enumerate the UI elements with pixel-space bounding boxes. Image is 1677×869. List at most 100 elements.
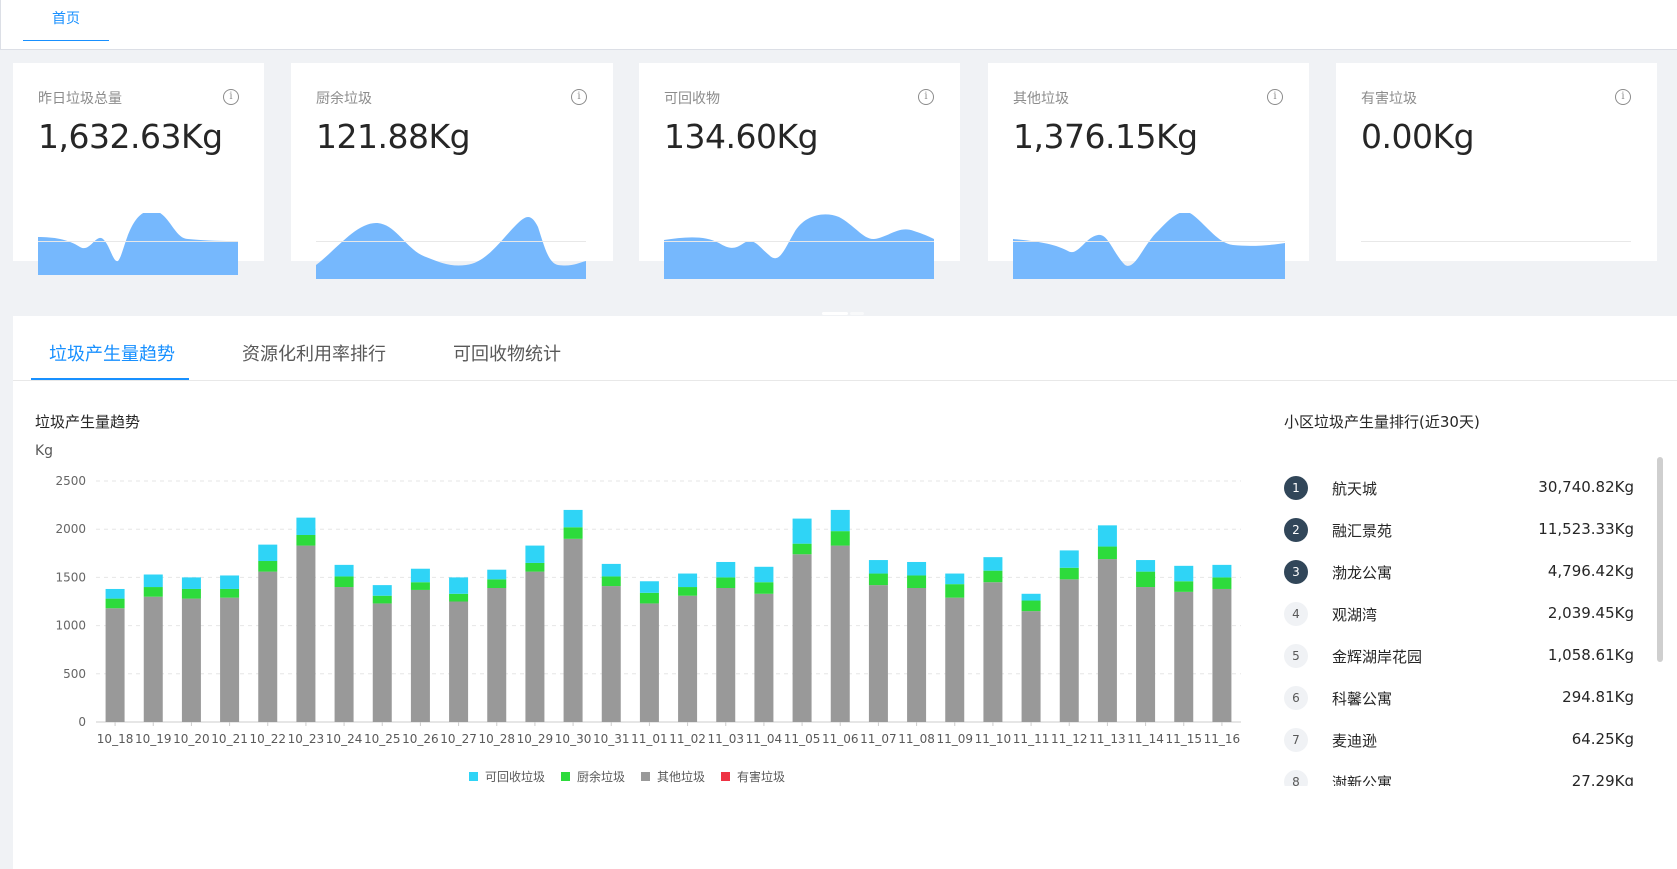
x-tick-label: 10_24 bbox=[326, 732, 363, 746]
legend-label: 有害垃圾 bbox=[737, 769, 785, 784]
bar-segment bbox=[1097, 546, 1117, 560]
x-tick-label: 11_13 bbox=[1089, 732, 1126, 746]
bar-segment bbox=[1059, 550, 1079, 568]
x-tick-label: 10_30 bbox=[555, 732, 592, 746]
y-tick-label: 500 bbox=[63, 667, 86, 681]
x-tick-label: 11_10 bbox=[975, 732, 1012, 746]
bar-segment bbox=[258, 571, 278, 722]
y-tick-label: 2000 bbox=[55, 522, 86, 536]
bar-segment bbox=[601, 586, 621, 722]
info-icon[interactable]: i bbox=[1267, 89, 1283, 105]
rank-name: 科馨公寓 bbox=[1332, 690, 1393, 708]
bar-segment bbox=[1021, 600, 1041, 612]
bar-segment bbox=[1097, 559, 1117, 722]
stat-value: 1,376.15Kg bbox=[1013, 117, 1198, 156]
rank-name: 融汇景苑 bbox=[1332, 522, 1393, 540]
rank-value: 1,058.61Kg bbox=[1547, 646, 1634, 664]
ranking-list: 1 航天城 30,740.82Kg 2 融汇景苑 11,523.33Kg 3 渤龙公寓 4,79… bbox=[1284, 456, 1664, 786]
bar-segment bbox=[868, 573, 888, 586]
tab-home[interactable]: 首页 bbox=[23, 0, 109, 41]
bar-segment bbox=[792, 554, 812, 722]
bar-segment bbox=[716, 588, 736, 722]
bar-segment bbox=[1136, 587, 1156, 722]
bar-segment bbox=[983, 557, 1003, 571]
sparkline-baseline bbox=[1013, 241, 1285, 242]
bar-segment bbox=[105, 598, 125, 609]
sparkline bbox=[316, 217, 586, 279]
info-icon[interactable]: i bbox=[571, 89, 587, 105]
chart-title: 垃圾产生量趋势 bbox=[35, 413, 141, 431]
ranking-scrollbar[interactable] bbox=[1657, 457, 1663, 662]
bar-segment bbox=[792, 518, 812, 544]
rank-value: 64.25Kg bbox=[1571, 730, 1634, 748]
stat-title: 厨余垃圾 bbox=[316, 91, 372, 107]
bar-segment bbox=[143, 596, 163, 722]
sparkline-baseline bbox=[664, 241, 934, 242]
x-tick-label: 11_09 bbox=[936, 732, 973, 746]
bar-segment bbox=[410, 568, 430, 583]
sparkline bbox=[1013, 213, 1285, 279]
rank-value: 27.29Kg bbox=[1571, 772, 1634, 786]
rank-name: 金辉湖岸花园 bbox=[1332, 648, 1423, 666]
bar-segment bbox=[1059, 579, 1079, 722]
ranking-item: 1 航天城 30,740.82Kg bbox=[1284, 476, 1634, 500]
legend-label: 厨余垃圾 bbox=[577, 769, 625, 784]
bar-segment bbox=[525, 562, 545, 572]
tab-active-indicator bbox=[31, 378, 189, 380]
rank-name: 渤龙公寓 bbox=[1332, 564, 1393, 582]
bar-segment bbox=[678, 595, 698, 722]
x-tick-label: 10_20 bbox=[173, 732, 210, 746]
legend-swatch bbox=[469, 772, 478, 781]
bar-segment bbox=[792, 543, 812, 555]
bar-segment bbox=[372, 585, 392, 596]
stat-card-kitchen: 厨余垃圾 i 121.88Kg bbox=[291, 63, 613, 279]
stacked-bar-chart: 0 500 1000 1500 2000 2500 10_18 10_19 10_20 10_21… bbox=[55, 474, 1241, 784]
info-icon[interactable]: i bbox=[223, 89, 239, 105]
bar-segment bbox=[945, 584, 965, 598]
bar-segment bbox=[983, 582, 1003, 722]
tab-trend[interactable]: 垃圾产生量趋势 bbox=[49, 344, 175, 365]
bar-segment bbox=[1136, 571, 1156, 588]
x-tick-label: 10_26 bbox=[402, 732, 439, 746]
bar-segment bbox=[181, 598, 201, 722]
rank-value: 11,523.33Kg bbox=[1538, 520, 1634, 538]
bar-segment bbox=[716, 577, 736, 589]
top-tab-bar: 首页 bbox=[0, 0, 1677, 50]
bar-segment bbox=[449, 577, 469, 594]
legend-label: 可回收垃圾 bbox=[485, 769, 545, 784]
rank-value: 30,740.82Kg bbox=[1538, 478, 1634, 496]
bar-segment bbox=[1136, 560, 1156, 572]
rank-name: 航天城 bbox=[1332, 480, 1378, 498]
stat-card-hazardous: 有害垃圾 i 0.00Kg bbox=[1336, 63, 1657, 261]
info-icon[interactable]: i bbox=[1615, 89, 1631, 105]
bar-segment bbox=[945, 573, 965, 585]
bar-segment bbox=[372, 595, 392, 604]
info-icon[interactable]: i bbox=[918, 89, 934, 105]
bar-segment bbox=[563, 527, 583, 539]
bar-segment bbox=[639, 581, 659, 593]
tab-recyclable-stats[interactable]: 可回收物统计 bbox=[453, 344, 561, 365]
carousel-dot-active[interactable] bbox=[822, 312, 848, 315]
carousel-dot[interactable] bbox=[850, 312, 864, 315]
stat-title: 昨日垃圾总量 bbox=[38, 91, 122, 107]
bar-segment bbox=[639, 603, 659, 722]
bar-segment bbox=[220, 575, 240, 589]
bar-segment bbox=[1059, 567, 1079, 580]
bar-segment bbox=[410, 589, 430, 722]
tab-utilization-ranking[interactable]: 资源化利用率排行 bbox=[242, 344, 386, 365]
sparkline bbox=[38, 213, 238, 275]
legend-swatch bbox=[641, 772, 650, 781]
bar-segment bbox=[1021, 593, 1041, 601]
x-tick-label: 10_18 bbox=[97, 732, 134, 746]
bar-segment bbox=[334, 576, 354, 588]
sparkline bbox=[664, 214, 934, 279]
bar-segment bbox=[1174, 565, 1194, 582]
bar-segment bbox=[372, 603, 392, 722]
x-tick-label: 11_15 bbox=[1165, 732, 1202, 746]
bar-segment bbox=[487, 588, 507, 722]
bar-segment bbox=[1021, 611, 1041, 722]
rank-badge: 1 bbox=[1284, 476, 1308, 500]
stat-title: 其他垃圾 bbox=[1013, 91, 1069, 107]
x-tick-label: 11_07 bbox=[860, 732, 897, 746]
rank-value: 4,796.42Kg bbox=[1547, 562, 1634, 580]
